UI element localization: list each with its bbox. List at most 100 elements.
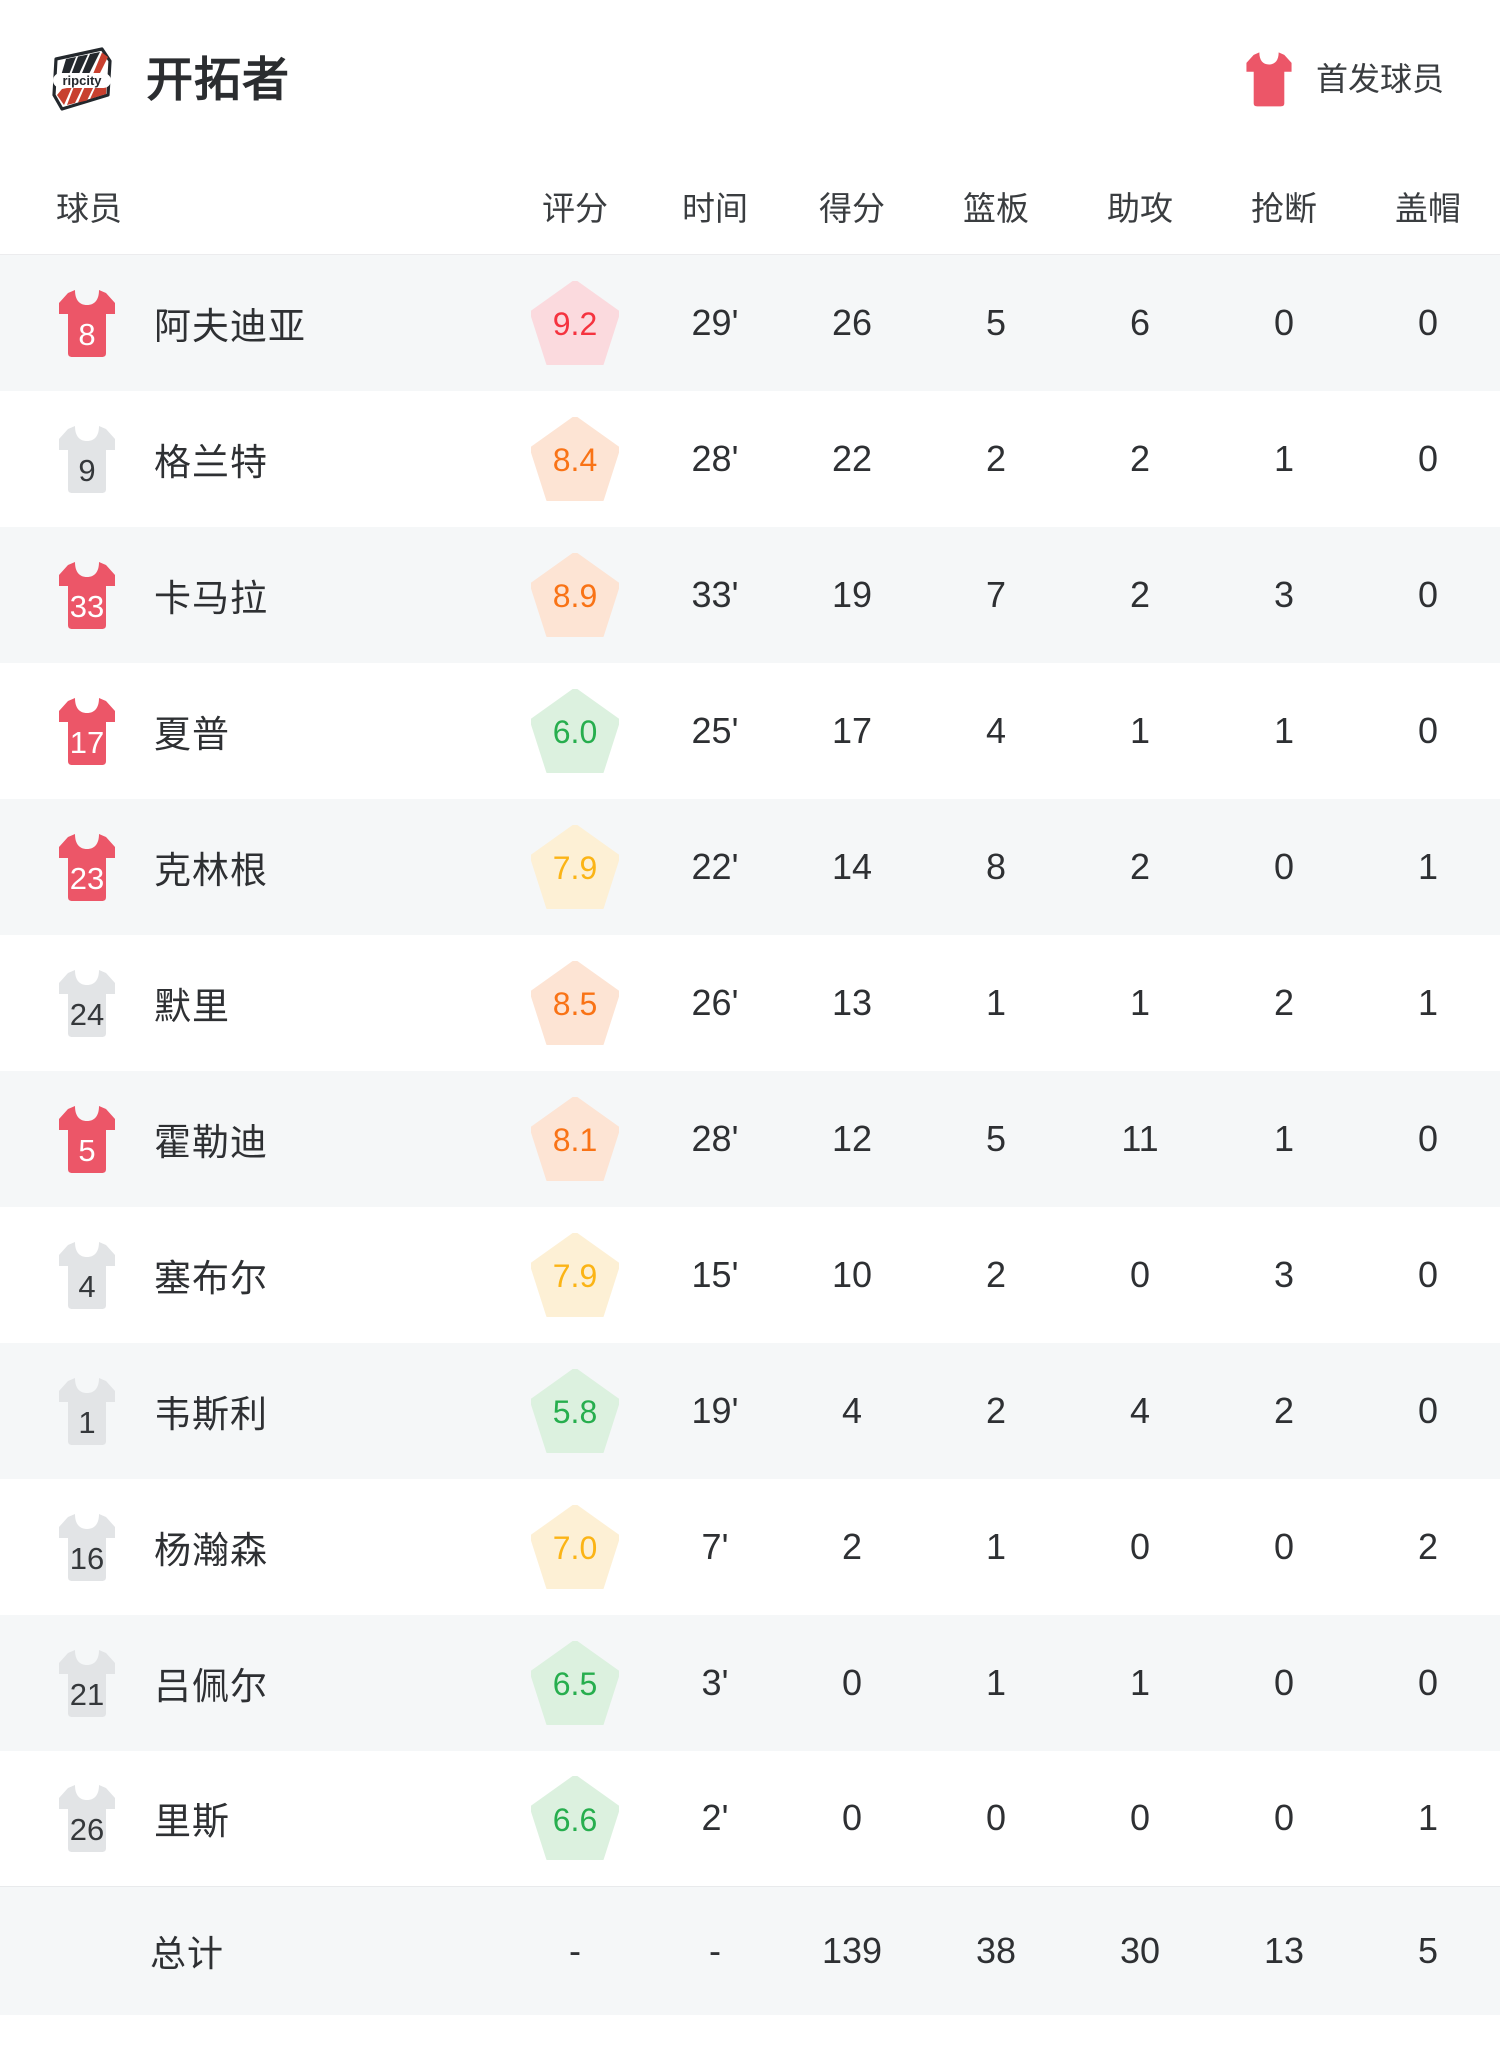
rating-value: 8.4 [552, 442, 598, 478]
table-row[interactable]: 8 阿夫迪亚 9.2 29' 26 5 6 0 0 [0, 254, 1500, 391]
totals-label: 总计 [150, 1932, 225, 1974]
jersey-icon [1244, 50, 1294, 108]
minutes-cell: 28' [691, 437, 739, 479]
jersey-icon: 24 [56, 967, 118, 1039]
player-cell[interactable]: 5 霍勒迪 [0, 1071, 500, 1207]
rebounds-cell: 8 [985, 845, 1007, 887]
table-row[interactable]: 9 格兰特 8.4 28' 22 2 2 1 0 [0, 390, 1500, 527]
points-cell: 0 [841, 1661, 863, 1703]
player-name: 格兰特 [154, 441, 268, 483]
svg-text:ripcity: ripcity [62, 73, 102, 88]
rebounds-cell: 1 [985, 1525, 1007, 1567]
player-cell[interactable]: 9 格兰特 [0, 391, 500, 527]
jersey-number: 1 [78, 1404, 96, 1440]
player-cell[interactable]: 21 吕佩尔 [0, 1615, 500, 1751]
steals-cell: 1 [1273, 709, 1295, 751]
player-name: 霍勒迪 [154, 1121, 268, 1163]
rating-value: 7.0 [552, 1530, 598, 1566]
rating-badge: 6.6 [531, 1776, 619, 1861]
player-cell[interactable]: 16 杨瀚森 [0, 1479, 500, 1615]
jersey-number: 21 [69, 1676, 105, 1712]
assists-cell: 0 [1129, 1253, 1151, 1295]
starters-legend: 首发球员 [1244, 50, 1444, 108]
minutes-cell: 25' [691, 709, 739, 751]
column-header-rating[interactable]: 评分 [500, 158, 650, 255]
rating-cell: 8.4 [500, 391, 650, 527]
player-cell[interactable]: 17 夏普 [0, 663, 500, 799]
table-row[interactable]: 16 杨瀚森 7.0 7' 2 1 0 0 2 [0, 1478, 1500, 1615]
assists-cell: 2 [1129, 845, 1151, 887]
minutes-cell: 33' [691, 573, 739, 615]
player-name: 吕佩尔 [154, 1665, 268, 1707]
rating-cell: 9.2 [500, 255, 650, 391]
player-cell[interactable]: 4 塞布尔 [0, 1207, 500, 1343]
jersey-number: 5 [78, 1132, 96, 1168]
rating-badge: 8.4 [531, 416, 619, 501]
steals-cell: 1 [1273, 1117, 1295, 1159]
minutes-cell: 7' [701, 1525, 729, 1567]
jersey-icon: 4 [56, 1239, 118, 1311]
column-header-player[interactable]: 球员 [0, 158, 500, 255]
rating-badge: 7.9 [531, 824, 619, 909]
rating-cell: 7.9 [500, 1207, 650, 1343]
blocks-cell: 0 [1417, 1117, 1439, 1159]
jersey-number: 9 [78, 452, 96, 488]
player-name: 杨瀚森 [154, 1529, 268, 1571]
table-row[interactable]: 21 吕佩尔 6.5 3' 0 1 1 0 0 [0, 1614, 1500, 1751]
player-cell[interactable]: 24 默里 [0, 935, 500, 1071]
rating-value: 7.9 [552, 850, 598, 886]
points-cell: 26 [831, 301, 873, 343]
column-header-steals[interactable]: 抢断 [1212, 158, 1356, 255]
points-cell: 0 [841, 1797, 863, 1839]
table-row[interactable]: 23 克林根 7.9 22' 14 8 2 0 1 [0, 798, 1500, 935]
jersey-number: 24 [69, 996, 105, 1032]
column-header-points[interactable]: 得分 [780, 158, 924, 255]
blocks-cell: 2 [1417, 1525, 1439, 1567]
player-cell[interactable]: 26 里斯 [0, 1751, 500, 1887]
jersey-icon: 5 [56, 1103, 118, 1175]
table-row[interactable]: 5 霍勒迪 8.1 28' 12 5 11 1 0 [0, 1070, 1500, 1207]
table-row[interactable]: 1 韦斯利 5.8 19' 4 2 4 2 0 [0, 1342, 1500, 1479]
jersey-icon: 21 [56, 1647, 118, 1719]
jersey-number: 16 [69, 1540, 105, 1576]
player-name: 夏普 [154, 713, 230, 755]
jersey-icon: 1 [56, 1375, 118, 1447]
table-row[interactable]: 24 默里 8.5 26' 13 1 1 2 1 [0, 934, 1500, 1071]
jersey-number: 26 [69, 1812, 105, 1848]
minutes-cell: 15' [691, 1253, 739, 1295]
rating-cell: 6.0 [500, 663, 650, 799]
minutes-cell: 22' [691, 845, 739, 887]
jersey-icon: 23 [56, 831, 118, 903]
jersey-icon: 26 [56, 1782, 118, 1854]
player-cell[interactable]: 1 韦斯利 [0, 1343, 500, 1479]
points-cell: 17 [831, 709, 873, 751]
steals-cell: 0 [1273, 301, 1295, 343]
team-identity[interactable]: ripcity 开拓者 [46, 43, 1244, 115]
column-header-minutes[interactable]: 时间 [650, 158, 780, 255]
player-cell[interactable]: 8 阿夫迪亚 [0, 255, 500, 391]
table-row[interactable]: 17 夏普 6.0 25' 17 4 1 1 0 [0, 662, 1500, 799]
player-cell[interactable]: 23 克林根 [0, 799, 500, 935]
points-cell: 2 [841, 1525, 863, 1567]
player-name: 克林根 [154, 849, 268, 891]
table-row[interactable]: 33 卡马拉 8.9 33' 19 7 2 3 0 [0, 526, 1500, 663]
column-header-assists[interactable]: 助攻 [1068, 158, 1212, 255]
jersey-number: 17 [69, 724, 105, 760]
jersey-icon: 8 [56, 287, 118, 359]
rating-value: 5.8 [552, 1394, 598, 1430]
blocks-cell: 1 [1417, 845, 1439, 887]
steals-cell: 3 [1273, 573, 1295, 615]
steals-cell: 3 [1273, 1253, 1295, 1295]
column-header-rebounds[interactable]: 篮板 [924, 158, 1068, 255]
column-header-blocks[interactable]: 盖帽 [1356, 158, 1500, 255]
points-cell: 13 [831, 981, 873, 1023]
points-cell: 12 [831, 1117, 873, 1159]
points-cell: 19 [831, 573, 873, 615]
table-row[interactable]: 4 塞布尔 7.9 15' 10 2 0 3 0 [0, 1206, 1500, 1343]
player-cell[interactable]: 33 卡马拉 [0, 527, 500, 663]
jersey-icon: 9 [56, 423, 118, 495]
table-row[interactable]: 26 里斯 6.6 2' 0 0 0 0 1 [0, 1750, 1500, 1887]
rebounds-cell: 2 [985, 437, 1007, 479]
rating-cell: 8.9 [500, 527, 650, 663]
team-name: 开拓者 [146, 52, 290, 106]
